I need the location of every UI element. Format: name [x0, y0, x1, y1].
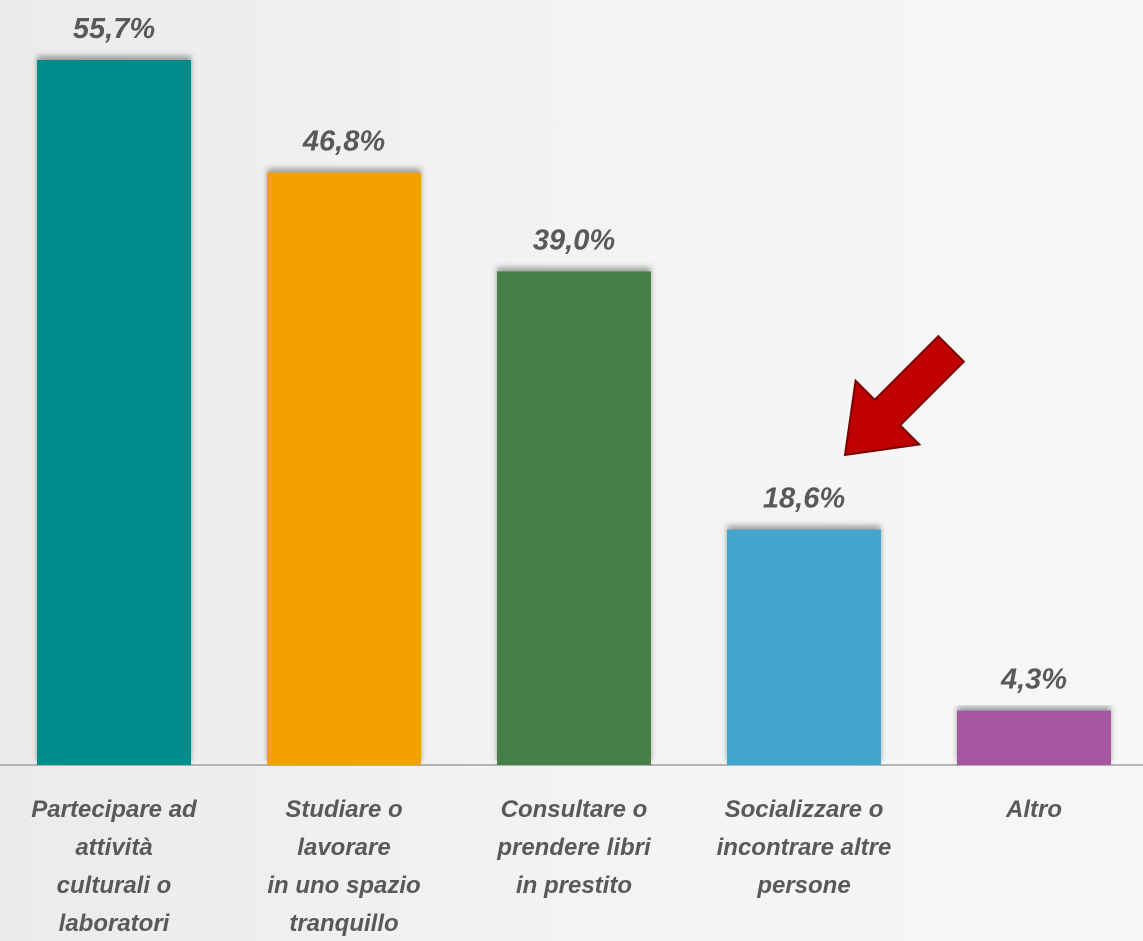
- x-tick-label: Partecipare ad attività culturali o laborat…: [31, 796, 198, 937]
- x-tick-label: Socializzare o incontrare altre persone: [717, 796, 892, 899]
- value-label: 18,6%: [763, 483, 845, 515]
- value-label: 39,0%: [533, 224, 615, 256]
- x-tick-label: Studiare o lavorare in uno spazio tranquill…: [267, 796, 420, 937]
- x-tick-label: Consultare o prendere libri in prestito: [496, 796, 652, 899]
- bar: [37, 60, 191, 765]
- value-label: 55,7%: [73, 13, 155, 45]
- bar: [497, 271, 651, 765]
- bar: [957, 710, 1111, 765]
- bar: [727, 529, 881, 765]
- x-tick-label: Altro: [1005, 796, 1062, 823]
- bar: [267, 172, 421, 765]
- arrow: [843, 334, 966, 457]
- value-label: 4,3%: [1000, 664, 1067, 696]
- value-label: 46,8%: [302, 126, 385, 158]
